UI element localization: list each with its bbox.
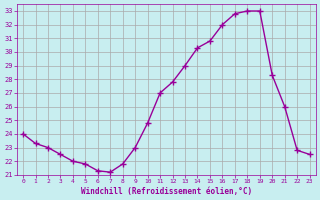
- X-axis label: Windchill (Refroidissement éolien,°C): Windchill (Refroidissement éolien,°C): [81, 187, 252, 196]
